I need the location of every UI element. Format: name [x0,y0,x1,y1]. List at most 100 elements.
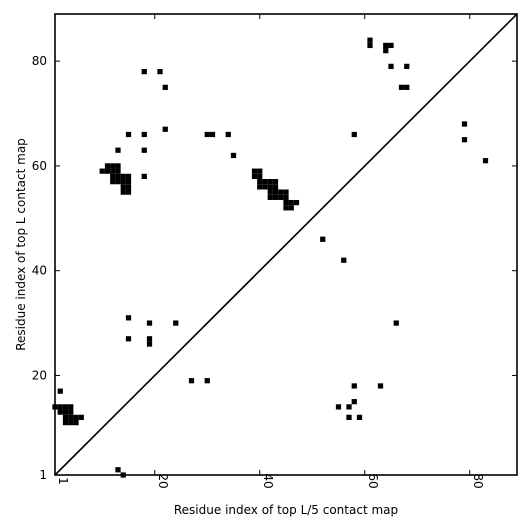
x-tick-label: 40 [261,473,275,488]
contact-cell-top-l [278,189,284,195]
contact-cell-top-l [383,42,389,49]
contact-cell-top-l [251,173,258,180]
contact-cell-top-l [283,199,289,206]
contact-cell-top-l5 [57,388,63,394]
contact-cell-top-l5 [62,409,69,415]
contact-cell-top-l [115,163,121,169]
contact-cell-top-l [283,205,289,211]
contact-cell-top-l [278,194,284,200]
contact-cell-top-l [125,173,132,180]
contact-cell-top-l5 [146,320,153,326]
contact-cell-top-l5 [125,336,132,342]
contact-cell-top-l [125,184,132,190]
contact-cell-top-l [257,173,263,180]
contact-cell-top-l [141,147,147,153]
contact-cell-top-l5 [73,414,79,420]
plot-frame [54,13,518,476]
contact-cell-top-l [125,131,132,138]
contact-cell-top-l [157,69,163,75]
contact-cell-top-l [110,173,116,180]
contact-cells [52,37,489,478]
contact-cell-top-l [272,194,279,200]
contact-cell-top-l [110,163,116,169]
contact-cell-top-l [115,179,121,185]
contact-cell-top-l [388,42,394,49]
contact-cell-top-l [288,199,294,206]
contact-cell-top-l [110,179,116,185]
contact-cell-top-l5 [146,341,153,347]
contact-cell-top-l5 [68,414,74,420]
contact-cell-top-l [320,236,326,242]
contact-cell-top-l [267,194,273,200]
contact-cell-top-l [120,189,126,195]
contact-cell-top-l [141,69,147,75]
contact-cell-top-l [272,184,279,190]
contact-cell-top-l [251,168,258,174]
contact-cell-top-l [125,189,132,195]
contact-cell-top-l [272,179,279,185]
contact-cell-top-l5 [68,404,74,410]
contact-cell-top-l [367,37,373,43]
contact-cell-top-l [283,194,289,200]
contact-cell-top-l5 [62,419,69,426]
contact-cell-top-l [288,205,294,211]
contact-cell-top-l5 [335,404,342,410]
contact-cell-top-l [293,199,300,206]
contact-cell-top-l5 [188,378,195,384]
contact-cell-top-l [367,42,373,49]
contact-cell-top-l5 [351,383,357,389]
contact-cell-top-l [141,131,147,138]
y-tick-label: 1 [39,468,47,482]
contact-cell-top-l [267,184,273,190]
contact-cell-top-l [383,48,389,54]
contact-cell-top-l5 [57,404,63,410]
contact-cell-top-l [404,63,410,70]
contact-cell-top-l [115,147,121,153]
y-tick-label: 80 [32,54,47,68]
contact-cell-top-l5 [204,378,210,384]
x-axis-label: Residue index of top L/5 contact map [174,503,398,517]
contact-cell-top-l [461,121,468,127]
contact-cell-top-l5 [346,404,352,410]
contact-cell-top-l5 [393,320,399,326]
y-tick-label: 20 [32,368,47,382]
contact-cell-top-l [257,179,263,185]
contact-cell-top-l5 [173,320,179,326]
x-tick-label: 80 [471,473,485,488]
contact-cell-top-l [272,189,279,195]
contact-cell-top-l [262,179,268,185]
contact-cell-top-l [125,179,132,185]
contact-cell-top-l [341,257,347,263]
diagonal-line [54,13,518,476]
contact-cell-top-l [115,168,121,174]
contact-cell-top-l5 [115,467,121,473]
contact-cell-top-l5 [125,315,132,321]
contact-cell-top-l5 [346,414,352,420]
contact-cell-top-l5 [57,409,63,415]
contact-cell-top-l5 [68,419,74,426]
contact-cell-top-l [120,179,126,185]
contact-cell-top-l [230,152,237,159]
axis-ticks: 1 20 40 60 80 1 20 40 60 80 [32,14,517,489]
contact-cell-top-l [110,168,116,174]
contact-cell-top-l [204,131,210,138]
contact-cell-top-l5 [377,383,384,389]
contact-cell-top-l [404,84,410,90]
contact-cell-top-l5 [68,409,74,415]
y-tick-label: 40 [32,264,47,278]
contact-cell-top-l5 [62,404,69,410]
contact-cell-top-l [461,137,468,143]
contact-cell-top-l [225,131,231,138]
contact-cell-top-l5 [146,336,153,342]
contact-cell-top-l [99,168,105,174]
contact-cell-top-l [388,63,394,70]
contact-cell-top-l [257,168,263,174]
x-tick-label: 20 [156,473,170,488]
contact-cell-top-l5 [62,414,69,420]
contact-cell-top-l [257,184,263,190]
x-tick-label: 60 [366,473,380,488]
y-tick-label: 60 [32,159,47,173]
contact-cell-top-l [283,189,289,195]
contact-cell-top-l [267,179,273,185]
